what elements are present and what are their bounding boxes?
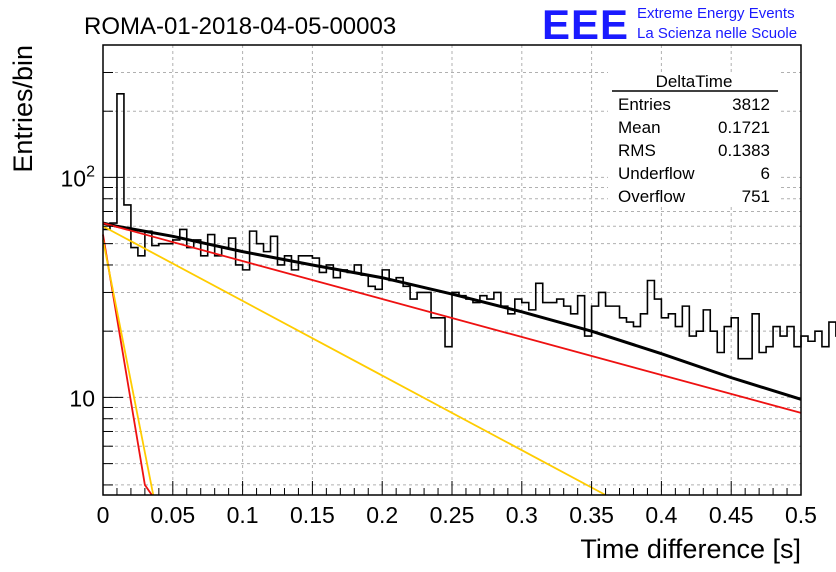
logo-line-1: Extreme Energy Events: [637, 5, 795, 22]
stats-box-background: [608, 72, 780, 206]
x-tick-label: 0.25: [430, 502, 475, 528]
x-tick-label: 0.2: [366, 502, 398, 528]
stats-title: DeltaTime: [656, 72, 733, 91]
stats-box: DeltaTime Entries 3812 Mean 0.1721 RMS 0.1383…: [608, 72, 780, 206]
x-tick-label: 0.35: [569, 502, 614, 528]
logo-line-2: La Scienza nelle Scuole: [637, 25, 797, 42]
x-axis-label: Time difference [s]: [580, 534, 801, 564]
y-tick-label: 10: [69, 385, 95, 411]
y-tick-labels: 10 102: [61, 163, 96, 411]
chart-title: ROMA-01-2018-04-05-00003: [84, 13, 396, 40]
histogram-outline: [103, 92, 836, 360]
stats-row-label: Overflow: [618, 187, 686, 206]
stats-row-value: 0.1383: [718, 141, 770, 160]
stats-row-value: 3812: [732, 95, 770, 114]
x-tick-label: 0.15: [290, 502, 335, 528]
x-tick-label: 0: [97, 502, 110, 528]
stats-row-label: RMS: [618, 141, 656, 160]
fit-curve: [102, 222, 802, 414]
stats-row-label: Underflow: [618, 164, 695, 183]
stats-row-label: Entries: [618, 95, 671, 114]
stats-row-label: Mean: [618, 118, 661, 137]
x-tick-label: 0.3: [506, 502, 538, 528]
stats-row-value: 751: [742, 187, 770, 206]
fit-curve: [102, 234, 153, 496]
grid-lines: [103, 45, 801, 495]
x-tick-label: 0.45: [709, 502, 754, 528]
fit-curves: [102, 221, 802, 496]
y-axis-label: Entries/bin: [8, 45, 38, 173]
x-tick-label: 0.05: [150, 502, 195, 528]
x-tick-label: 0.5: [785, 502, 817, 528]
fit-curve: [102, 239, 155, 496]
fit-curve: [102, 221, 802, 401]
stats-rows: Entries 3812 Mean 0.1721 RMS 0.1383 Underflow 6…: [618, 95, 770, 206]
stats-row-value: 6: [761, 164, 770, 183]
fit-curve: [102, 225, 606, 496]
histogram-steps: [103, 92, 836, 360]
eee-logo: EEE Extreme Energy Events La Scienza nel…: [542, 1, 797, 48]
x-tick-labels: 0 0.05 0.1 0.15 0.2 0.25 0.3 0.35 0.4 0.45 0.5: [97, 502, 817, 528]
y-tick-label: 102: [61, 163, 96, 191]
stats-row-value: 0.1721: [718, 118, 770, 137]
axis-ticks: [102, 71, 802, 495]
eee-logo-mark: EEE: [542, 1, 629, 48]
x-tick-label: 0.1: [227, 502, 259, 528]
x-tick-label: 0.4: [645, 502, 677, 528]
